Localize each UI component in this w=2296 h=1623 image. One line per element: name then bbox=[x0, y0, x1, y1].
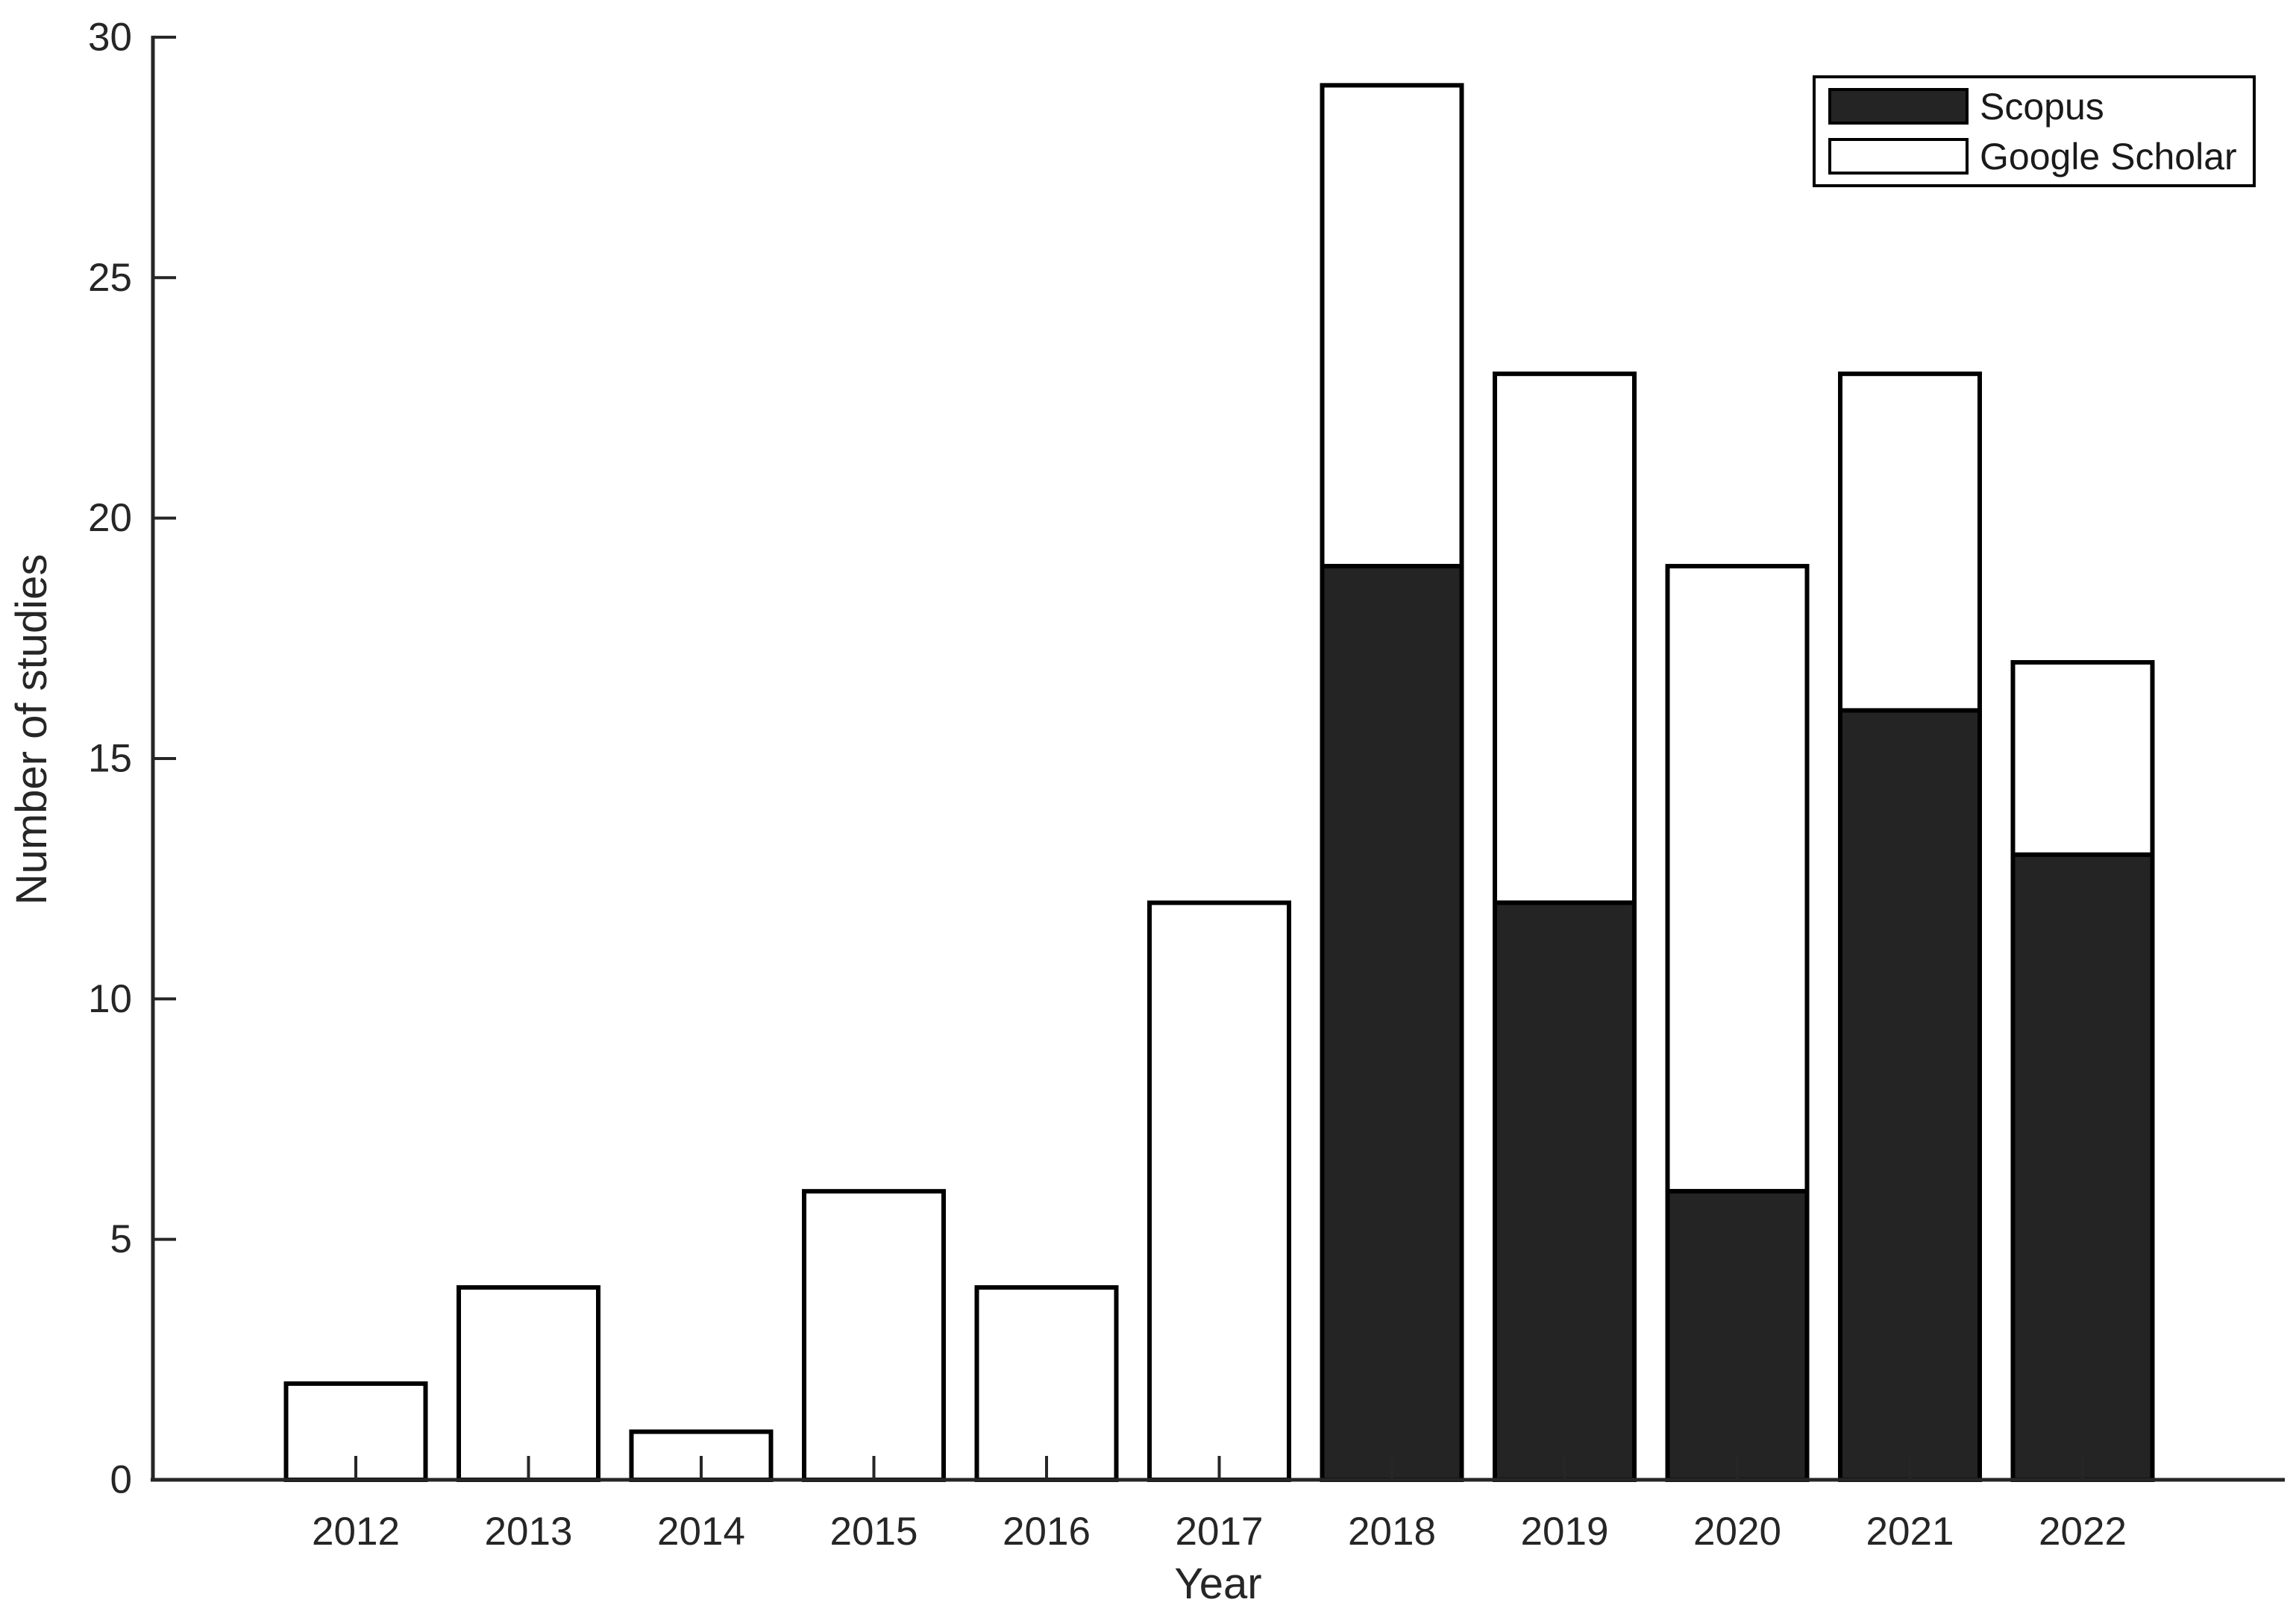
bar-2020-google-scholar bbox=[1665, 564, 1810, 1194]
legend-item-google-scholar: Google Scholar bbox=[1828, 138, 2253, 175]
legend-item-scopus: Scopus bbox=[1828, 88, 2253, 125]
bars-group bbox=[283, 83, 2155, 1483]
bar-2015-google-scholar bbox=[802, 1189, 946, 1483]
x-tick-label-2018: 2018 bbox=[1348, 1510, 1436, 1554]
x-tick-label-2016: 2016 bbox=[1003, 1510, 1091, 1554]
legend-label-google-scholar: Google Scholar bbox=[1980, 135, 2237, 178]
x-tick-label-2012: 2012 bbox=[312, 1510, 400, 1554]
legend-label-scopus: Scopus bbox=[1980, 85, 2104, 128]
y-axis-label: Number of studies bbox=[7, 554, 56, 905]
x-axis-label: Year bbox=[1174, 1560, 1261, 1608]
y-tick-label-10: 10 bbox=[88, 977, 132, 1021]
bar-2021-google-scholar bbox=[1838, 371, 1982, 713]
y-tick-label-20: 20 bbox=[88, 496, 132, 540]
bar-2019-scopus bbox=[1493, 900, 1637, 1482]
bar-2022-scopus bbox=[2010, 852, 2155, 1482]
x-tick-label-2021: 2021 bbox=[1866, 1510, 1954, 1554]
bar-2022-google-scholar bbox=[2010, 660, 2155, 857]
x-tick-label-2015: 2015 bbox=[830, 1510, 918, 1554]
axes-group: 0 5 10 15 20 25 30 2012 2013 2014 2015 2016 2017 2018… bbox=[88, 15, 2285, 1554]
legend-swatch-scopus bbox=[1828, 88, 1969, 125]
x-tick-label-2020: 2020 bbox=[1693, 1510, 1781, 1554]
y-tick-label-25: 25 bbox=[88, 256, 132, 300]
x-tick-label-2014: 2014 bbox=[657, 1510, 745, 1554]
bar-2013-google-scholar bbox=[457, 1285, 600, 1482]
bar-2016-google-scholar bbox=[974, 1285, 1119, 1482]
bar-2021-scopus bbox=[1838, 708, 1982, 1482]
bar-2020-scopus bbox=[1665, 1189, 1810, 1483]
legend-swatch-google-scholar bbox=[1828, 138, 1969, 175]
y-tick-label-30: 30 bbox=[88, 15, 132, 59]
y-tick-label-15: 15 bbox=[88, 736, 132, 780]
x-tick-label-2022: 2022 bbox=[2039, 1510, 2127, 1554]
y-tick-label-0: 0 bbox=[110, 1458, 132, 1502]
bar-2017-google-scholar bbox=[1147, 900, 1291, 1482]
bar-2019-google-scholar bbox=[1493, 371, 1637, 905]
x-tick-label-2013: 2013 bbox=[485, 1510, 573, 1554]
bar-2018-google-scholar bbox=[1320, 83, 1464, 569]
bar-2018-scopus bbox=[1320, 564, 1464, 1483]
x-tick-label-2019: 2019 bbox=[1521, 1510, 1609, 1554]
x-tick-label-2017: 2017 bbox=[1176, 1510, 1264, 1554]
legend: Scopus Google Scholar bbox=[1813, 75, 2256, 187]
y-tick-label-5: 5 bbox=[110, 1217, 132, 1261]
